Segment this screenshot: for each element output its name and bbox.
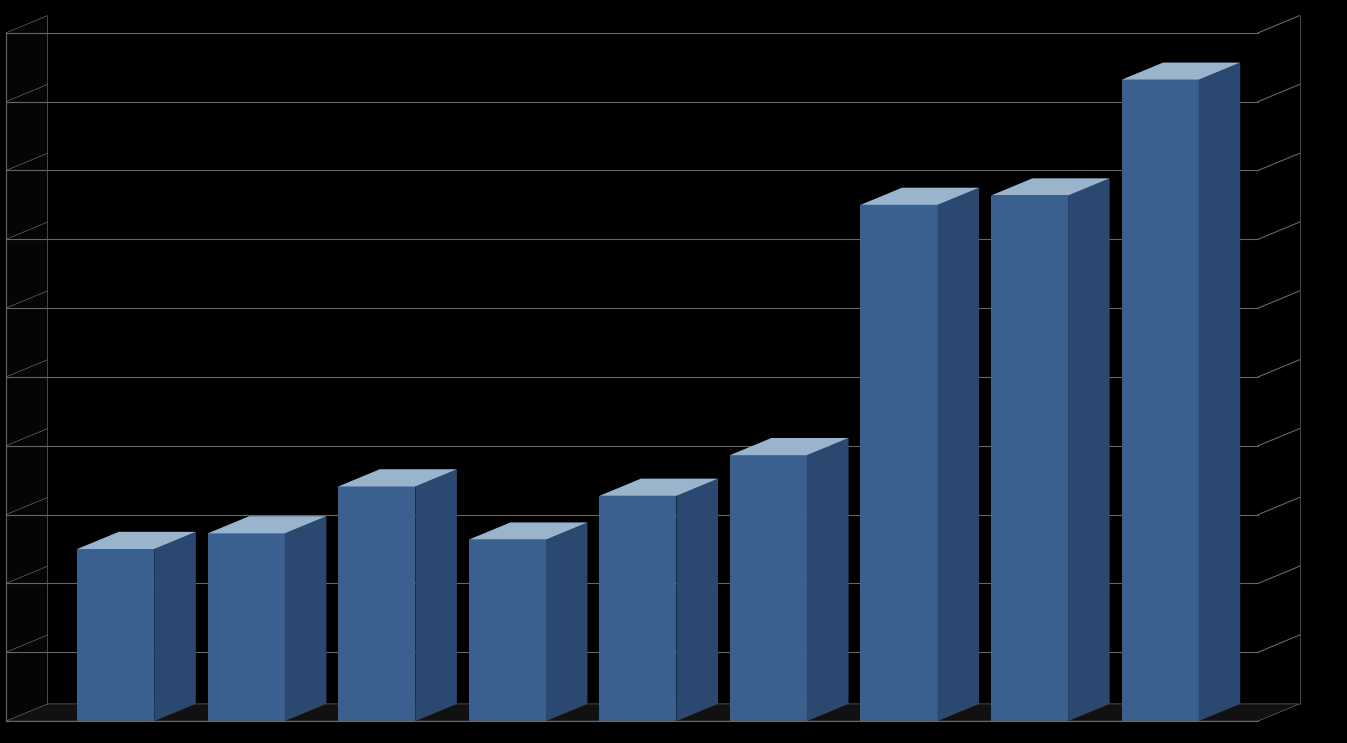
Polygon shape [730,455,807,721]
Polygon shape [991,178,1110,195]
Polygon shape [77,532,195,549]
Polygon shape [338,470,457,487]
Polygon shape [599,478,718,496]
Polygon shape [5,16,47,721]
Polygon shape [861,205,938,721]
Polygon shape [338,487,415,721]
Polygon shape [284,516,326,721]
Polygon shape [207,533,284,721]
Polygon shape [938,188,979,721]
Polygon shape [1122,80,1199,721]
Polygon shape [599,496,676,721]
Polygon shape [469,539,546,721]
Polygon shape [1199,62,1241,721]
Polygon shape [5,704,1300,721]
Polygon shape [861,188,979,205]
Polygon shape [546,522,587,721]
Polygon shape [1068,178,1110,721]
Polygon shape [155,532,195,721]
Polygon shape [1122,62,1241,80]
Polygon shape [77,549,155,721]
Polygon shape [807,438,849,721]
Polygon shape [207,516,326,533]
Polygon shape [676,478,718,721]
Polygon shape [415,470,457,721]
Polygon shape [730,438,849,455]
Polygon shape [991,195,1068,721]
Polygon shape [469,522,587,539]
